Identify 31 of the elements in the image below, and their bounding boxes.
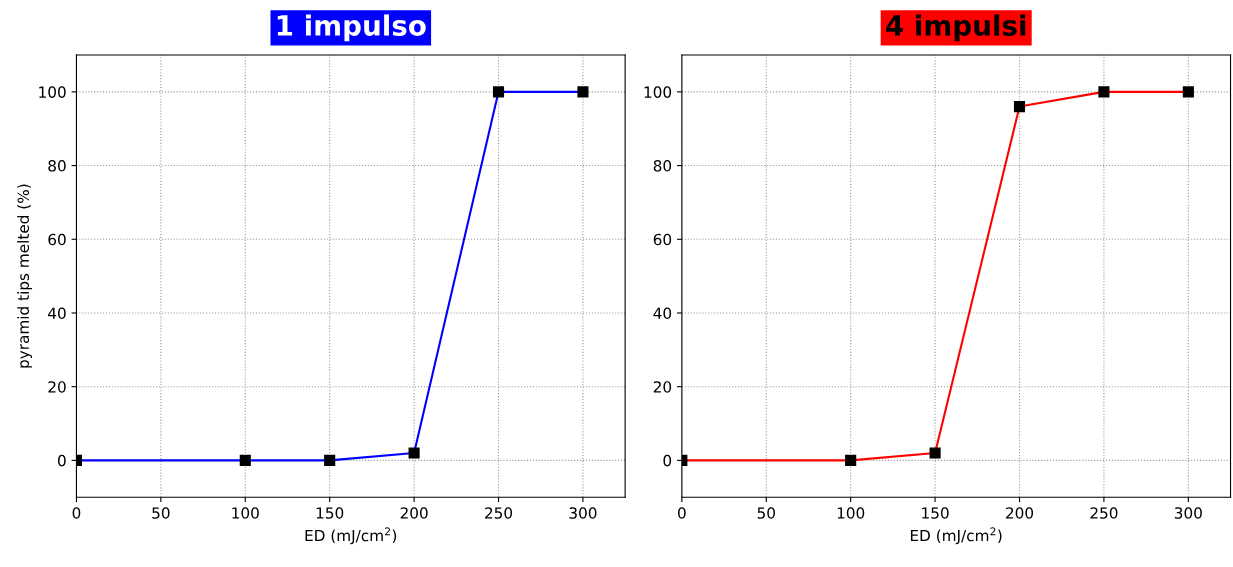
y-tick-label: 20 bbox=[653, 381, 672, 393]
x-tick-label: 50 bbox=[757, 507, 775, 519]
x-tick-label: 250 bbox=[1090, 507, 1118, 519]
x-tick-label: 250 bbox=[485, 507, 513, 519]
y-tick-label: 100 bbox=[39, 86, 66, 98]
x-tick-label: 0 bbox=[72, 507, 81, 519]
y-tick-label: 60 bbox=[48, 233, 66, 246]
y-tick-label: 0 bbox=[663, 454, 672, 467]
x-tick-label: 200 bbox=[1006, 507, 1034, 519]
x-tick-label: 0 bbox=[678, 507, 686, 519]
x-tick-label: 200 bbox=[400, 507, 428, 519]
y-tick-label: 20 bbox=[48, 381, 66, 393]
y-tick-label: 100 bbox=[644, 86, 672, 98]
y-tick-label: 40 bbox=[653, 307, 672, 320]
y-tick-label: 0 bbox=[58, 454, 66, 467]
x-tick-label: 150 bbox=[922, 507, 949, 519]
y-axis-title: pyramid tips melted (%) bbox=[17, 184, 33, 368]
chart-title: 1 impulso bbox=[277, 14, 426, 42]
y-tick-label: 80 bbox=[48, 160, 66, 172]
x-axis-title: ED (mJ/cm$^{2}$) bbox=[305, 527, 397, 545]
x-axis-title: ED (mJ/cm$^{2}$) bbox=[910, 527, 1002, 545]
chart-title: 4 impulsi bbox=[886, 14, 1026, 42]
x-tick-label: 50 bbox=[152, 507, 170, 519]
x-tick-label: 300 bbox=[569, 507, 597, 519]
x-tick-label: 150 bbox=[316, 507, 344, 519]
x-tick-label: 100 bbox=[232, 507, 259, 519]
y-tick-label: 40 bbox=[48, 307, 66, 320]
y-tick-label: 60 bbox=[653, 233, 672, 246]
x-tick-label: 300 bbox=[1174, 507, 1202, 519]
x-tick-label: 100 bbox=[837, 507, 865, 519]
y-tick-label: 80 bbox=[653, 160, 672, 172]
